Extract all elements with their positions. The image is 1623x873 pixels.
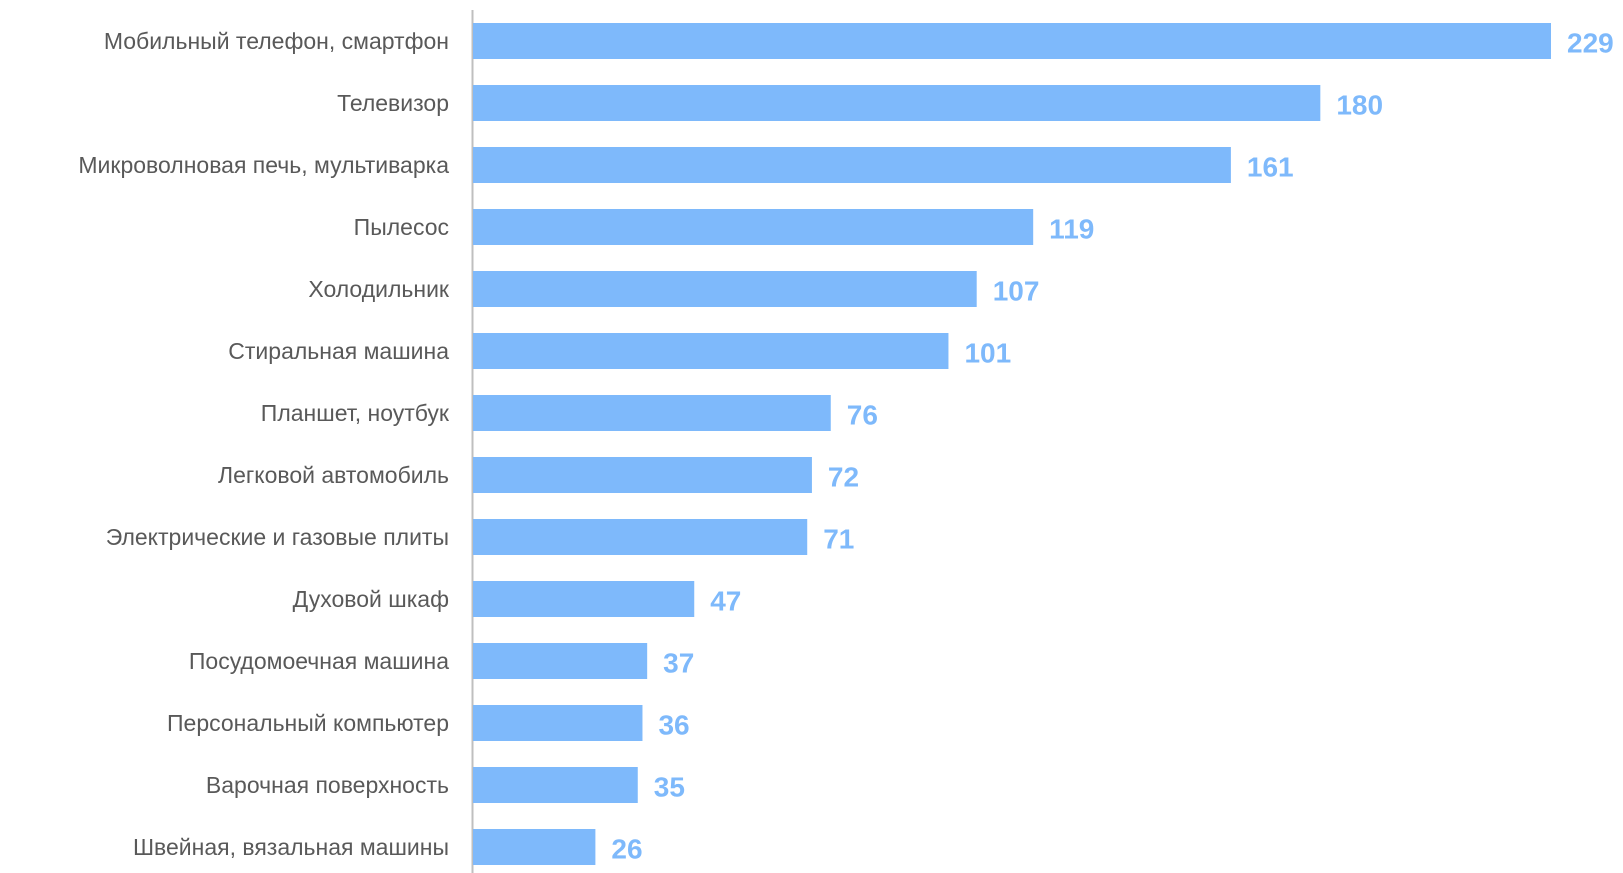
bar xyxy=(473,457,812,493)
value-label: 37 xyxy=(663,648,694,679)
category-label: Мобильный телефон, смартфон xyxy=(104,28,449,54)
bar xyxy=(473,85,1321,121)
bar xyxy=(473,705,643,741)
value-label: 71 xyxy=(823,524,854,555)
value-label: 180 xyxy=(1336,90,1383,121)
value-label: 47 xyxy=(710,586,741,617)
bar xyxy=(473,271,977,307)
category-label: Стиральная машина xyxy=(228,338,449,364)
bar xyxy=(473,581,695,617)
category-label: Телевизор xyxy=(337,90,449,116)
category-label: Духовой шкаф xyxy=(293,586,449,612)
bar xyxy=(473,147,1231,183)
category-label: Посудомоечная машина xyxy=(189,648,449,674)
bar xyxy=(473,209,1034,245)
category-label: Планшет, ноутбук xyxy=(261,400,450,426)
value-label: 76 xyxy=(847,400,878,431)
category-label: Легковой автомобиль xyxy=(218,462,449,488)
category-label: Персональный компьютер xyxy=(167,710,449,736)
bar xyxy=(473,395,831,431)
bar xyxy=(473,333,949,369)
value-label: 26 xyxy=(611,834,642,865)
category-label: Микроволновая печь, мультиварка xyxy=(78,152,449,178)
value-label: 35 xyxy=(654,772,685,803)
category-label: Швейная, вязальная машины xyxy=(133,834,449,860)
value-label: 229 xyxy=(1567,28,1614,59)
category-label: Холодильник xyxy=(308,276,450,302)
bar xyxy=(473,643,648,679)
bar xyxy=(473,829,596,865)
value-label: 161 xyxy=(1247,152,1294,183)
value-label: 101 xyxy=(964,338,1011,369)
category-label: Варочная поверхность xyxy=(206,772,449,798)
value-labels-group: 229 180 161 119 107 101 76 72 71 47 37 36 35 26 xyxy=(611,28,1613,865)
category-label: Электрические и газовые плиты xyxy=(106,524,449,550)
value-label: 36 xyxy=(658,710,689,741)
category-labels-group: Мобильный телефон, смартфон Телевизор Микр… xyxy=(78,28,450,860)
value-label: 107 xyxy=(993,276,1040,307)
bar xyxy=(473,23,1551,59)
bars-group xyxy=(473,23,1551,865)
value-label: 72 xyxy=(828,462,859,493)
value-label: 119 xyxy=(1049,214,1094,245)
bar xyxy=(473,767,638,803)
bar xyxy=(473,519,808,555)
category-label: Пылесос xyxy=(354,214,449,240)
